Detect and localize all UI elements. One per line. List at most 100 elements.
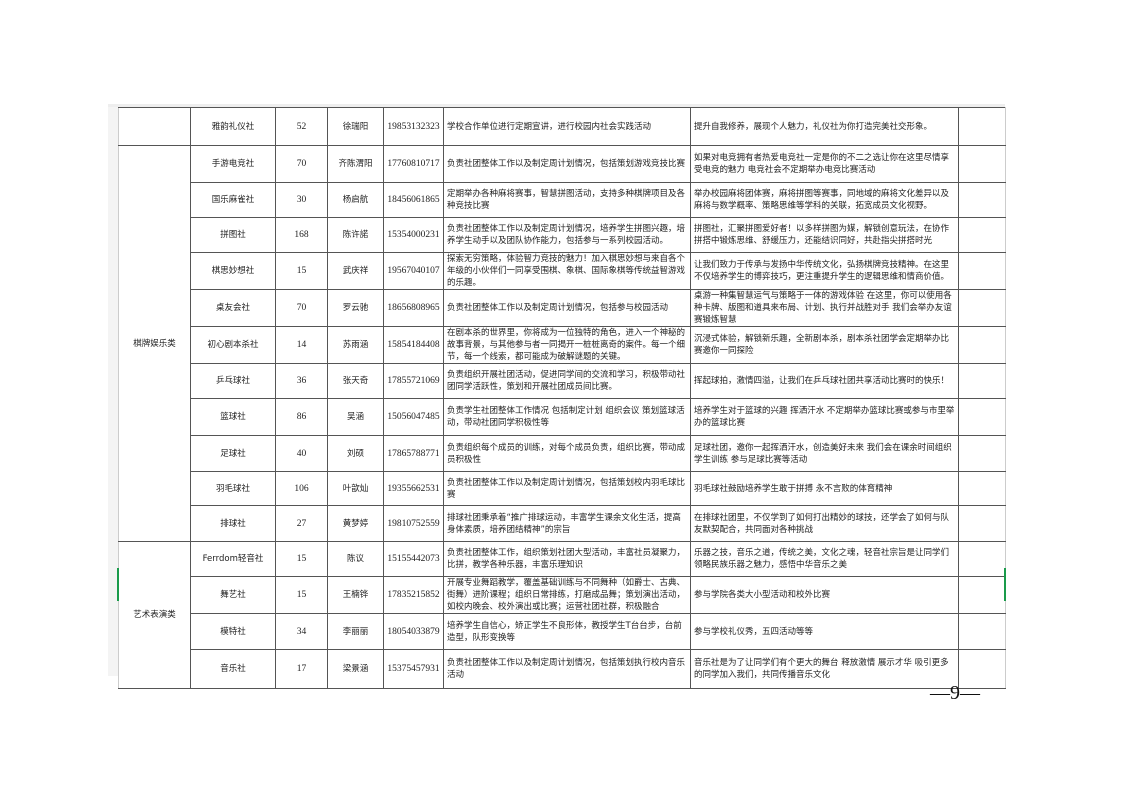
duty-cell: 负责社团整体工作以及制定周计划情况，包括参与校园活动 [443,289,691,327]
description-cell: 沉浸式体验，解锁新乐趣，全新剧本杀，剧本杀社团学会定期举办比赛邀你一同探险 [690,326,959,364]
description-cell: 举办校园麻将团体赛，麻将拼图等赛事，同地域的麻将文化差异以及麻将与数学概率、策略… [690,182,959,218]
club-name-cell-text: 乒乓球社 [215,376,250,386]
club-name-cell-text: 羽毛球社 [215,483,250,494]
leader-cell-text: 苏雨涵 [342,340,369,350]
description-cell-text: 举办校园麻将团体赛，麻将拼图等赛事，同地域的麻将文化差异以及麻将与数学概率、策略… [694,189,950,211]
empty-cell [958,613,1006,650]
table-row: 羽毛球社 106 叶歆灿 19355662531 负责社团整体工作以及制定周计划情况，包… [119,471,1006,506]
leader-cell-text: 刘硕 [346,448,364,459]
duty-cell: 负责社团整体工作以及制定周计划情况，包括策划校内羽毛球比赛 [443,471,691,506]
phone-cell: 19567040107 [383,252,444,290]
empty-cell [958,107,1006,146]
leader-cell: 苏雨涵 [327,326,384,364]
duty-cell: 探索无穷策略，体验智力竞技的魅力！加入棋思妙想与来自各个年级的小伙伴们一同享受围… [443,252,691,290]
club-name-cell: 乒乓球社 [190,363,276,399]
duty-cell: 在剧本杀的世界里，你将成为一位独特的角色，进入一个神秘的故事背景，与其他参与者一… [443,326,691,364]
leader-cell: 齐陈渭阳 [327,145,384,183]
member-count-cell: 30 [275,182,328,218]
phone-cell: 19355662531 [383,471,444,506]
phone-cell: 15854184408 [383,326,444,364]
table-row: 国乐麻雀社 30 杨启航 18456061865 定期举办各种麻将赛事，智慧拼图活动，支… [119,182,1006,218]
leader-cell: 梁景涵 [327,649,384,689]
duty-cell-text: 负责社团整体工作以及制定周计划情况，包括策划校内羽毛球比赛 [447,477,686,500]
phone-cell-text: 18054033879 [387,626,440,637]
leader-cell: 杨启航 [327,182,384,218]
phone-cell: 17835215852 [383,576,444,614]
member-count-cell-text: 86 [296,412,307,422]
duty-cell: 定期举办各种麻将赛事，智慧拼图活动，支持多种棋牌项目及各种竞技比赛 [443,182,691,218]
phone-cell-text: 17835215852 [387,590,440,600]
club-name-cell: 雅韵礼仪社 [190,107,276,146]
phone-cell: 18456061865 [383,182,444,218]
member-count-cell-text: 106 [294,483,309,494]
member-count-cell: 15 [275,576,328,614]
club-name-cell: 初心剧本杀社 [190,326,276,364]
description-cell: 在排球社团里，不仅学到了如何打出精妙的球技，还学会了如何与队友默契配合，共同面对… [690,505,959,542]
club-name-cell-text: 国乐麻雀社 [211,195,255,205]
table-row: 乒乓球社 36 张天奇 17855721069 负责组织开展社团活动，促进同学间的交流和… [119,363,1006,399]
member-count-cell-text: 14 [296,340,307,350]
empty-cell [958,252,1006,290]
club-name-cell-text: 初心剧本杀社 [207,340,259,350]
leader-cell: 张天奇 [327,363,384,399]
member-count-cell: 17 [275,649,328,689]
club-name-cell-text: 篮球社 [220,412,246,422]
leader-cell-text: 王楠铧 [342,590,369,600]
duty-cell-text: 负责组织开展社团活动，促进同学间的交流和学习，积极带动社团同学活跃性，策划和开展… [447,370,686,392]
duty-cell: 负责社团整体工作，组织策划社团大型活动，丰富社员凝聚力，比拼，教学各种乐器，丰富… [443,541,691,577]
leader-cell-text: 李丽丽 [342,626,369,637]
leader-cell: 陈议 [327,541,384,577]
empty-cell [958,471,1006,506]
leader-cell-text: 陈议 [346,554,364,564]
duty-cell-text: 在剧本杀的世界里，你将成为一位独特的角色，进入一个神秘的故事背景，与其他参与者一… [447,328,686,362]
club-name-cell: 舞艺社 [190,576,276,614]
club-name-cell-text: 足球社 [220,448,246,459]
duty-cell: 负责组织开展社团活动，促进同学间的交流和学习，积极带动社团同学活跃性，策划和开展… [443,363,691,399]
description-cell-text: 培养学生对于篮球的兴趣 挥洒汗水 不定期举办篮球比赛或参与市里举办的篮球比赛 [694,406,955,428]
member-count-cell: 70 [275,145,328,183]
description-cell-text: 音乐社是为了让同学们有个更大的舞台 释放激情 展示才华 吸引更多的同学加入我们，… [694,658,949,680]
phone-cell: 15375457931 [383,649,444,689]
phone-cell: 19810752559 [383,505,444,542]
description-cell-text: 在排球社团里，不仅学到了如何打出精妙的球技，还学会了如何与队友默契配合，共同面对… [694,512,950,535]
leader-cell: 叶歆灿 [327,471,384,506]
description-cell-text: 乐器之技，音乐之道，传统之美，文化之魂，轻音社宗旨是让同学们领略民族乐器之魅力，… [694,548,950,570]
category-cell: 棋牌娱乐类 [118,145,191,542]
member-count-cell: 52 [275,107,328,146]
table-row: 模特社 34 李丽丽 18054033879 培养学生自信心，矫正学生不良形体，教授学生… [119,613,1006,650]
description-cell-text: 参与学校礼仪秀，五四活动等等 [694,626,814,637]
description-cell: 如果对电竞拥有者热爱电竞社一定是你的不二之选让你在这里尽情享受电竞的魅力 电竞社… [690,145,959,183]
member-count-cell-text: 27 [296,518,307,529]
description-cell: 提升自我修养，展现个人魅力，礼仪社为你打造完美社交形象。 [690,107,959,146]
club-name-cell-text: 桌友会社 [215,303,250,313]
description-cell: 让我们致力于传承与发扬中华传统文化，弘扬棋牌竞技精神。在这里不仅培养学生的博弈技… [690,252,959,290]
duty-cell: 开展专业舞蹈教学，覆盖基础训练与不同舞种（如爵士、古典、街舞）进阶课程；组织日常… [443,576,691,614]
leader-cell-text: 杨启航 [342,195,369,205]
club-name-cell-text: 排球社 [220,518,246,529]
club-name-cell-text: 舞艺社 [220,590,246,600]
empty-cell [958,576,1006,614]
member-count-cell-text: 52 [296,121,307,132]
leader-cell-text: 罗云驰 [342,303,369,313]
empty-cell [958,289,1006,327]
leader-cell: 吴涵 [327,398,384,436]
member-count-cell: 27 [275,505,328,542]
duty-cell-text: 负责社团整体工作以及制定周计划情况，包括参与校园活动 [447,303,669,313]
leader-cell: 徐瑞阳 [327,107,384,146]
club-name-cell: 排球社 [190,505,276,542]
member-count-cell: 15 [275,252,328,290]
phone-cell: 18054033879 [383,613,444,650]
phone-cell-text: 15354000231 [387,230,440,240]
club-name-cell: Ferrdom轻音社 [190,541,276,577]
phone-cell-text: 19355662531 [387,483,440,494]
duty-cell: 负责社团整体工作以及制定周计划情况，包括策划游戏竞技比赛 [443,145,691,183]
duty-cell-text: 负责组织每个成员的训练，对每个成员负责，组织比赛，带动成员积极性 [447,442,686,465]
description-cell-text: 桌游一种集智慧运气与策略于一体的游戏体验 在这里，你可以使用各种卡牌、版图和道具… [694,291,952,325]
description-cell: 乐器之技，音乐之道，传统之美，文化之魂，轻音社宗旨是让同学们领略民族乐器之魅力，… [690,541,959,577]
empty-cell [958,182,1006,218]
description-cell: 挥起球拍，激情四溢，让我们在乒乓球社团共享活动比赛时的快乐！ [690,363,959,399]
phone-cell: 15056047485 [383,398,444,436]
phone-cell-text: 17855721069 [387,376,440,386]
leader-cell: 黄梦婷 [327,505,384,542]
member-count-cell-text: 168 [294,230,309,240]
